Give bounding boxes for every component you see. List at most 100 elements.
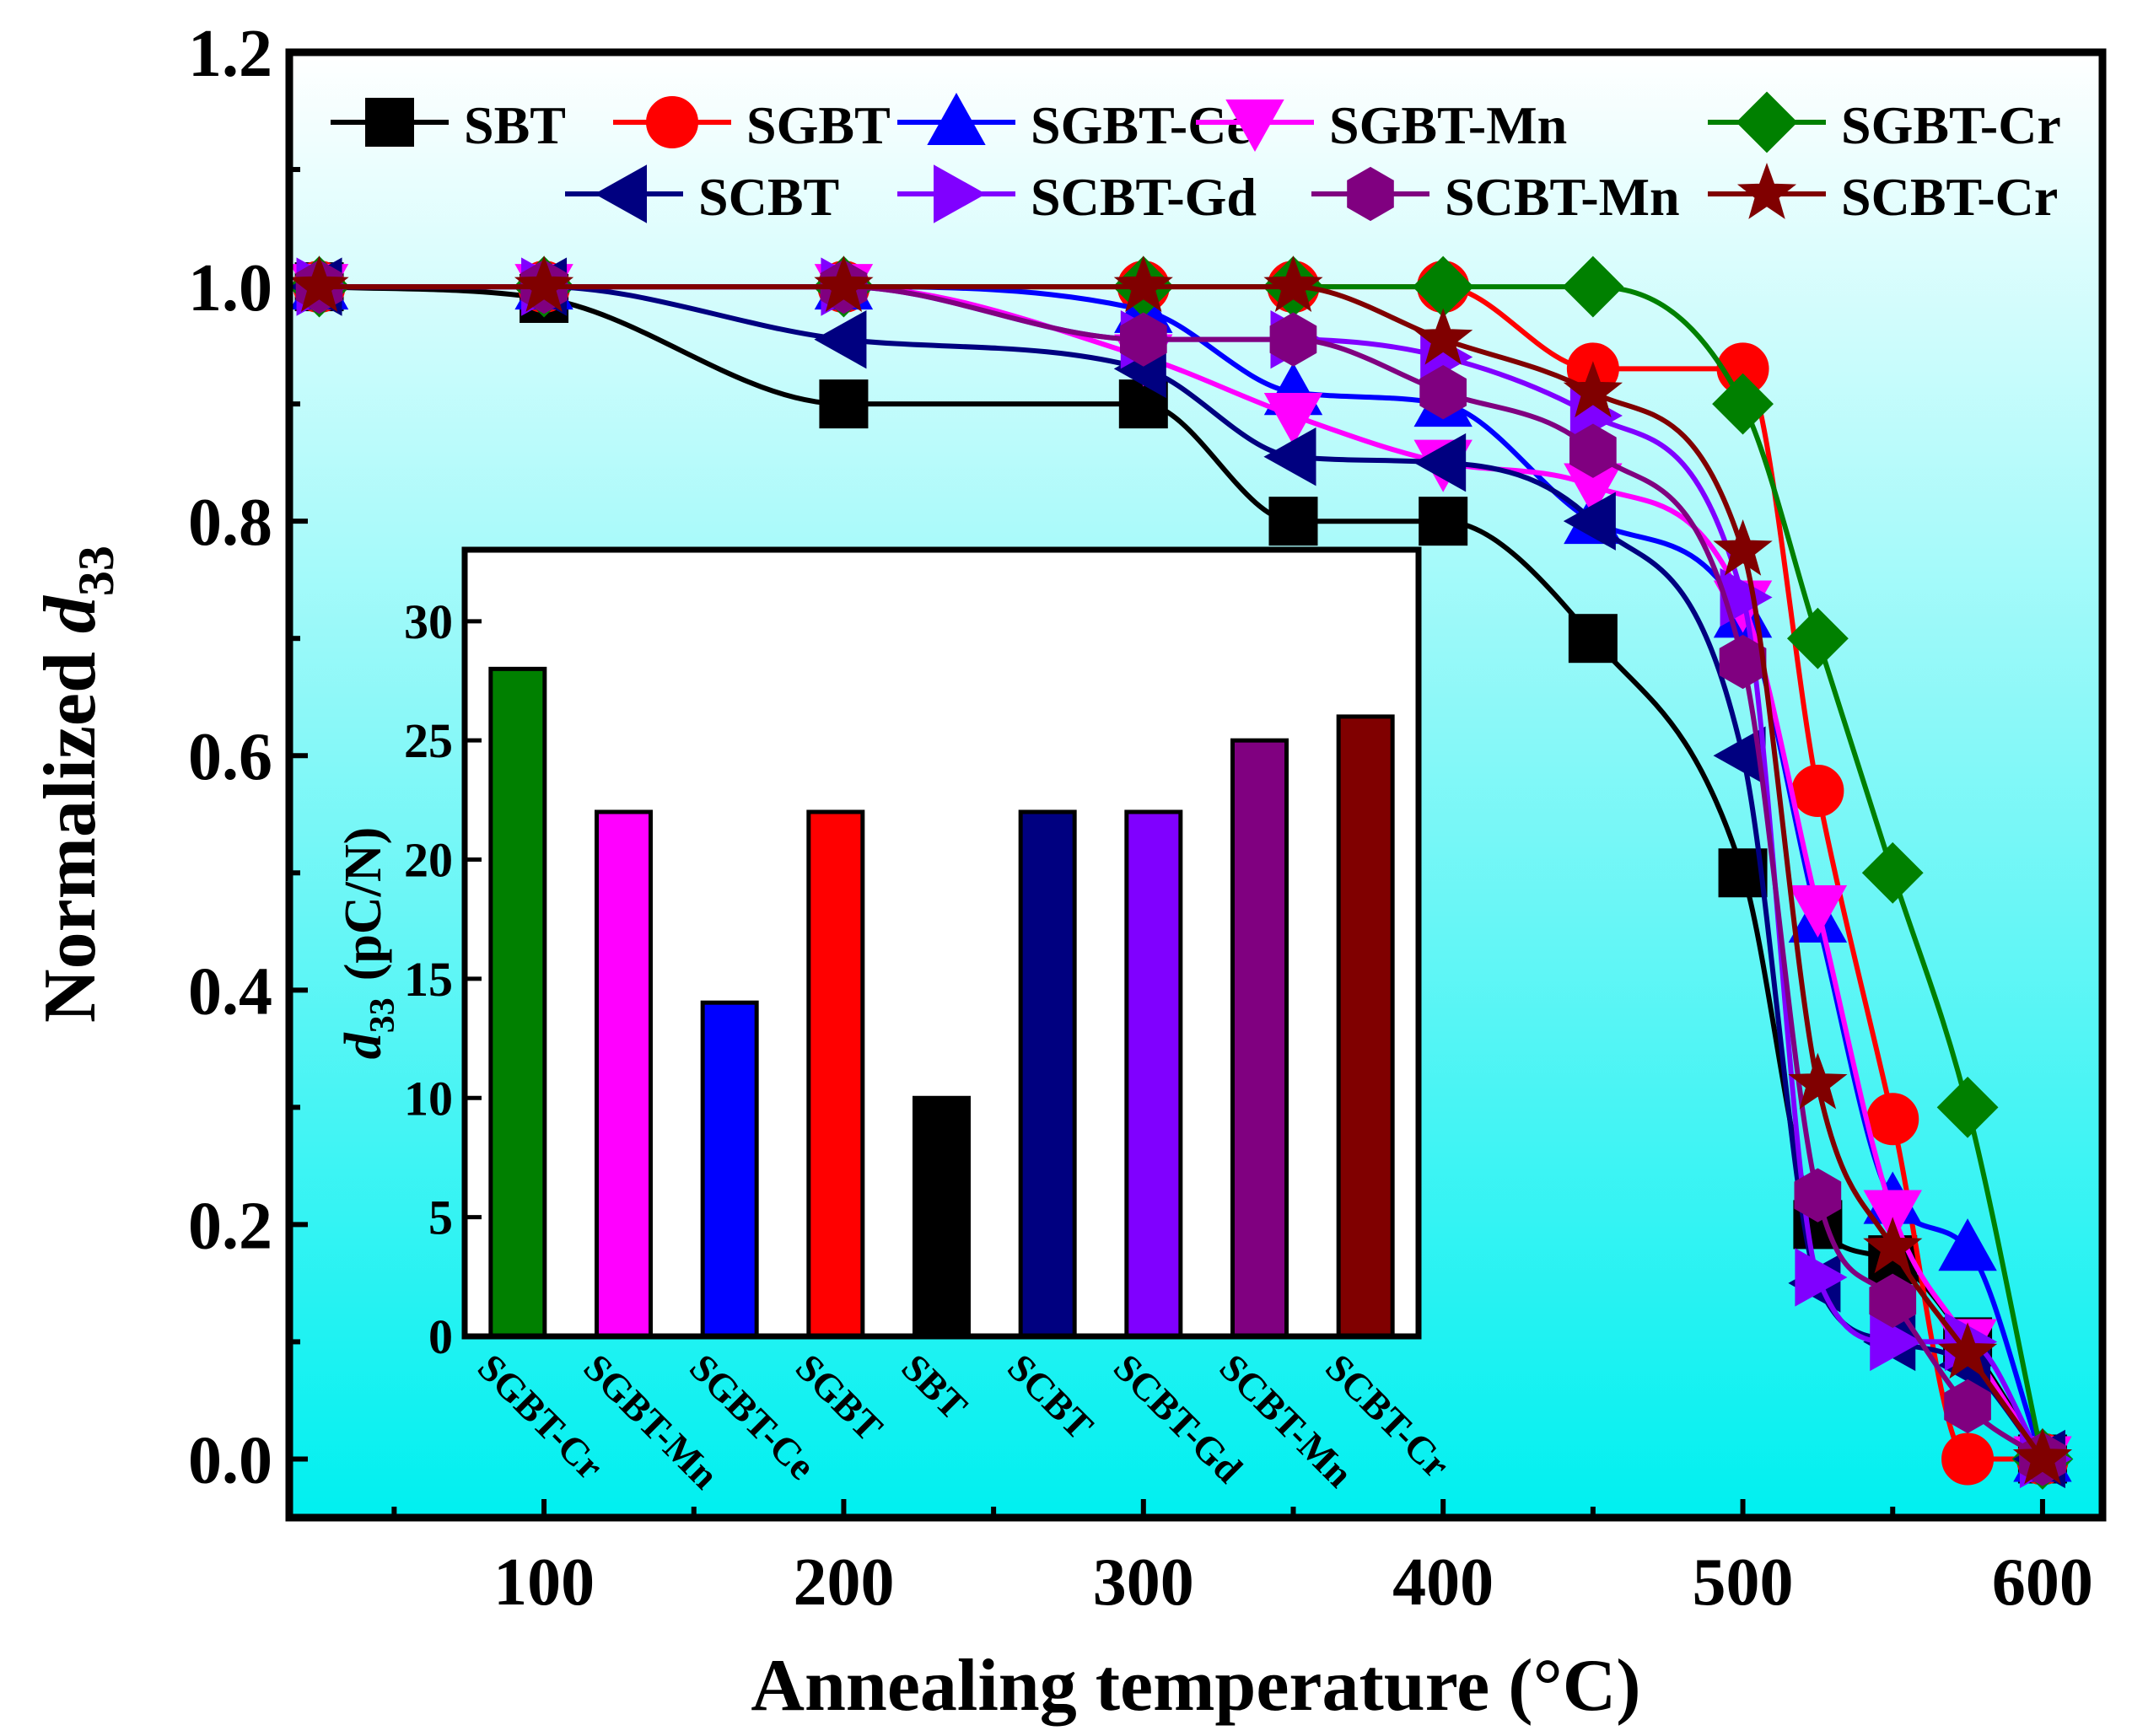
legend-marker bbox=[927, 92, 986, 145]
bar-sgbt-ce bbox=[700, 1000, 759, 1339]
data-point-scbt-mn bbox=[1719, 634, 1767, 690]
legend-item-sgbt: SGBT bbox=[613, 95, 891, 155]
legend-marker bbox=[1225, 99, 1284, 153]
legend-label: SCBT-Gd bbox=[1031, 167, 1257, 227]
legend-label: SBT bbox=[464, 95, 566, 155]
legend-label: SCBT-Mn bbox=[1445, 167, 1680, 227]
data-point-sbt bbox=[1419, 497, 1468, 546]
inset-y-tick-label: 0 bbox=[428, 1309, 453, 1364]
legend-marker bbox=[1736, 91, 1798, 153]
data-point-scbt bbox=[1413, 433, 1467, 492]
data-point-scbt-cr bbox=[2012, 1427, 2073, 1485]
plot-frame bbox=[285, 48, 2107, 1522]
data-point-sbt bbox=[1268, 497, 1318, 546]
inset-y-axis-label: d33 (pC/N) bbox=[335, 827, 402, 1060]
y-axis-label-text: Normalized bbox=[30, 633, 111, 1023]
data-point-sgbt-mn bbox=[1863, 1190, 1922, 1243]
bar-scbt-gd bbox=[1124, 809, 1183, 1339]
legend-label: SCBT-Cr bbox=[1841, 167, 2058, 227]
legend-item-scbt: SCBT bbox=[565, 164, 839, 227]
y-tick-label: 0.0 bbox=[188, 1423, 272, 1497]
legend-marker bbox=[594, 164, 647, 223]
inset-y-tick-label: 10 bbox=[404, 1071, 453, 1126]
data-point-scbt-cr bbox=[1713, 519, 1773, 576]
data-point-sgbt-cr bbox=[1936, 1076, 1999, 1138]
y-axis-label-d: d bbox=[30, 594, 111, 633]
legend: SBT SGBT SGBT-Ce SGBT-Mn SGBT-Cr SCBT SCBT-Gd S… bbox=[331, 91, 2061, 227]
legend-marker bbox=[365, 98, 414, 147]
data-point-sgbt-ce bbox=[1938, 1218, 1997, 1271]
y-axis-label: Normalized d33 bbox=[30, 546, 124, 1023]
data-point-scbt-cr bbox=[289, 255, 349, 312]
x-tick-label: 200 bbox=[793, 1545, 894, 1620]
data-point-scbt-mn bbox=[1419, 365, 1467, 420]
legend-item-sgbt-ce: SGBT-Ce bbox=[897, 92, 1251, 155]
bar-scbt bbox=[1018, 809, 1077, 1339]
y-tick-label: 0.8 bbox=[188, 486, 272, 560]
bar-sbt bbox=[913, 1095, 971, 1339]
y-tick-label: 0.2 bbox=[188, 1189, 272, 1263]
data-point-sbt bbox=[819, 379, 869, 429]
legend-label: SGBT-Cr bbox=[1841, 95, 2061, 155]
legend-marker bbox=[646, 96, 698, 148]
data-point-scbt-gd bbox=[1870, 1312, 1923, 1372]
data-point-scbt-cr bbox=[1113, 255, 1173, 312]
series-line-scbt-cr bbox=[319, 284, 2045, 1461]
data-point-scbt-cr bbox=[1863, 1217, 1923, 1274]
data-point-scbt-cr bbox=[1263, 255, 1323, 312]
data-point-scbt bbox=[814, 309, 867, 369]
data-point-scbt-mn bbox=[1944, 1379, 1991, 1434]
y-tick-label: 1.2 bbox=[188, 17, 272, 91]
y-tick-label: 0.6 bbox=[188, 720, 272, 794]
data-point-scbt-cr bbox=[1937, 1322, 1998, 1379]
data-point-sgbt-cr bbox=[1712, 373, 1774, 435]
legend-item-sgbt-cr: SGBT-Cr bbox=[1708, 91, 2061, 155]
data-point-sgbt-cr bbox=[1861, 841, 1924, 904]
data-point-sgbt-mn bbox=[1263, 393, 1323, 446]
data-point-sgbt-cr bbox=[1786, 607, 1849, 669]
x-tick-label: 300 bbox=[1093, 1545, 1194, 1620]
inset-y-tick-label: 5 bbox=[428, 1190, 453, 1245]
bar-sgbt bbox=[806, 809, 865, 1339]
bar-sgbt-mn bbox=[595, 809, 653, 1339]
legend-label: SGBT bbox=[746, 95, 891, 155]
legend-item-scbt-mn: SCBT-Mn bbox=[1311, 166, 1680, 227]
data-point-scbt-mn bbox=[1794, 1168, 1842, 1223]
data-point-sgbt bbox=[1941, 1432, 1995, 1486]
data-point-scbt-cr bbox=[1413, 308, 1473, 365]
data-point-scbt bbox=[1563, 492, 1616, 551]
inset-y-axis-label-d: d bbox=[335, 1032, 392, 1059]
inset-y-tick-label: 20 bbox=[404, 833, 453, 888]
inset-y-axis-label-sub: 33 bbox=[363, 997, 402, 1033]
data-point-sgbt-mn bbox=[1788, 884, 1848, 938]
y-tick-label: 1.0 bbox=[188, 251, 272, 325]
data-point-scbt-mn bbox=[1120, 312, 1167, 367]
data-point-scbt-mn bbox=[1269, 312, 1317, 367]
inset-y-tick-label: 30 bbox=[404, 594, 453, 649]
data-point-scbt-cr bbox=[1788, 1052, 1848, 1110]
y-axis-label-sub: 33 bbox=[68, 546, 124, 596]
legend-item-scbt-cr: SCBT-Cr bbox=[1708, 163, 2058, 227]
data-point-scbt-mn bbox=[1569, 423, 1617, 478]
inset-y-axis-label-units: (pC/N) bbox=[335, 827, 392, 981]
legend-item-scbt-gd: SCBT-Gd bbox=[897, 164, 1257, 227]
data-point-scbt-cr bbox=[814, 255, 874, 312]
data-point-sgbt-cr bbox=[1562, 255, 1624, 318]
legend-item-sgbt-mn: SGBT-Mn bbox=[1196, 95, 1567, 155]
data-point-scbt-cr bbox=[514, 255, 574, 312]
x-tick-label: 100 bbox=[493, 1545, 595, 1620]
legend-label: SGBT-Ce bbox=[1031, 95, 1251, 155]
legend-marker bbox=[1736, 163, 1797, 219]
legend-marker bbox=[934, 164, 987, 223]
data-point-sgbt bbox=[1791, 764, 1844, 817]
data-point-scbt-gd bbox=[1720, 567, 1773, 627]
x-axis-label: Annealing temperature (°C) bbox=[751, 1645, 1640, 1727]
data-point-scbt-gd bbox=[1795, 1248, 1848, 1307]
x-tick-label: 500 bbox=[1693, 1545, 1794, 1620]
inset-frame bbox=[461, 546, 1422, 1340]
x-tick-label: 600 bbox=[1992, 1545, 2093, 1620]
legend-label: SCBT bbox=[698, 167, 839, 227]
